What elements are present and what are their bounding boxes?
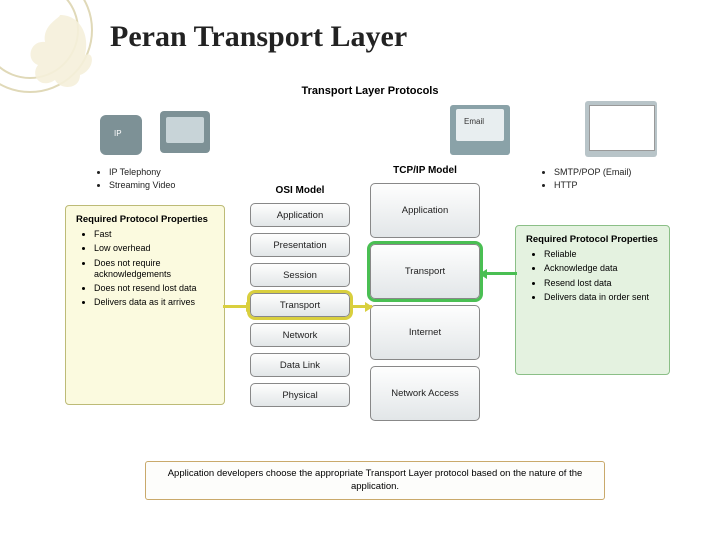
layer-transport: Transport	[370, 244, 480, 299]
prop-item: Delivers data as it arrives	[94, 297, 214, 308]
layer-application: Application	[250, 203, 350, 227]
diagram-title: Transport Layer Protocols	[302, 85, 439, 97]
layer-session: Session	[250, 263, 350, 287]
ip-phone-icon	[100, 115, 142, 155]
right-properties-box: Required Protocol Properties Reliable Ac…	[515, 225, 670, 375]
layer-presentation: Presentation	[250, 233, 350, 257]
green-arrow	[480, 272, 517, 275]
prop-item: Does not require acknowledgements	[94, 258, 214, 281]
prop-item: Delivers data in order sent	[544, 292, 659, 303]
layer-application: Application	[370, 183, 480, 238]
prop-item: Fast	[94, 229, 214, 240]
left-properties-box: Required Protocol Properties Fast Low ov…	[65, 205, 225, 405]
bullet-item: IP Telephony	[109, 167, 215, 178]
browser-pc-icon	[585, 101, 657, 157]
osi-model-label: OSI Model	[255, 185, 345, 196]
layer-data-link: Data Link	[250, 353, 350, 377]
email-pc-icon: Email	[450, 105, 510, 155]
bullet-item: HTTP	[554, 180, 660, 191]
bullet-item: SMTP/POP (Email)	[554, 167, 660, 178]
left-app-bullets: IP Telephony Streaming Video	[95, 167, 215, 193]
right-app-bullets: SMTP/POP (Email) HTTP	[540, 167, 660, 193]
layer-internet: Internet	[370, 305, 480, 360]
page-title: Peran Transport Layer	[110, 20, 407, 54]
layer-physical: Physical	[250, 383, 350, 407]
footer-caption: Application developers choose the approp…	[145, 461, 605, 500]
box-header: Required Protocol Properties	[526, 234, 659, 245]
osi-stack: Application Presentation Session Transport N…	[250, 203, 350, 407]
layer-network-access: Network Access	[370, 366, 480, 421]
prop-item: Low overhead	[94, 243, 214, 254]
layer-network: Network	[250, 323, 350, 347]
prop-item: Does not resend lost data	[94, 283, 214, 294]
tcpip-stack: Application Transport Internet Network Acce…	[370, 183, 480, 421]
diagram-area: Transport Layer Protocols Email IP Telep…	[65, 85, 675, 505]
yellow-arrow	[350, 305, 372, 308]
tcpip-model-label: TCP/IP Model	[370, 165, 480, 176]
prop-item: Reliable	[544, 249, 659, 260]
box-header: Required Protocol Properties	[76, 214, 214, 225]
video-monitor-icon	[160, 111, 210, 153]
prop-item: Acknowledge data	[544, 263, 659, 274]
yellow-arrow	[223, 305, 253, 308]
layer-transport: Transport	[250, 293, 350, 317]
prop-item: Resend lost data	[544, 278, 659, 289]
bullet-item: Streaming Video	[109, 180, 215, 191]
